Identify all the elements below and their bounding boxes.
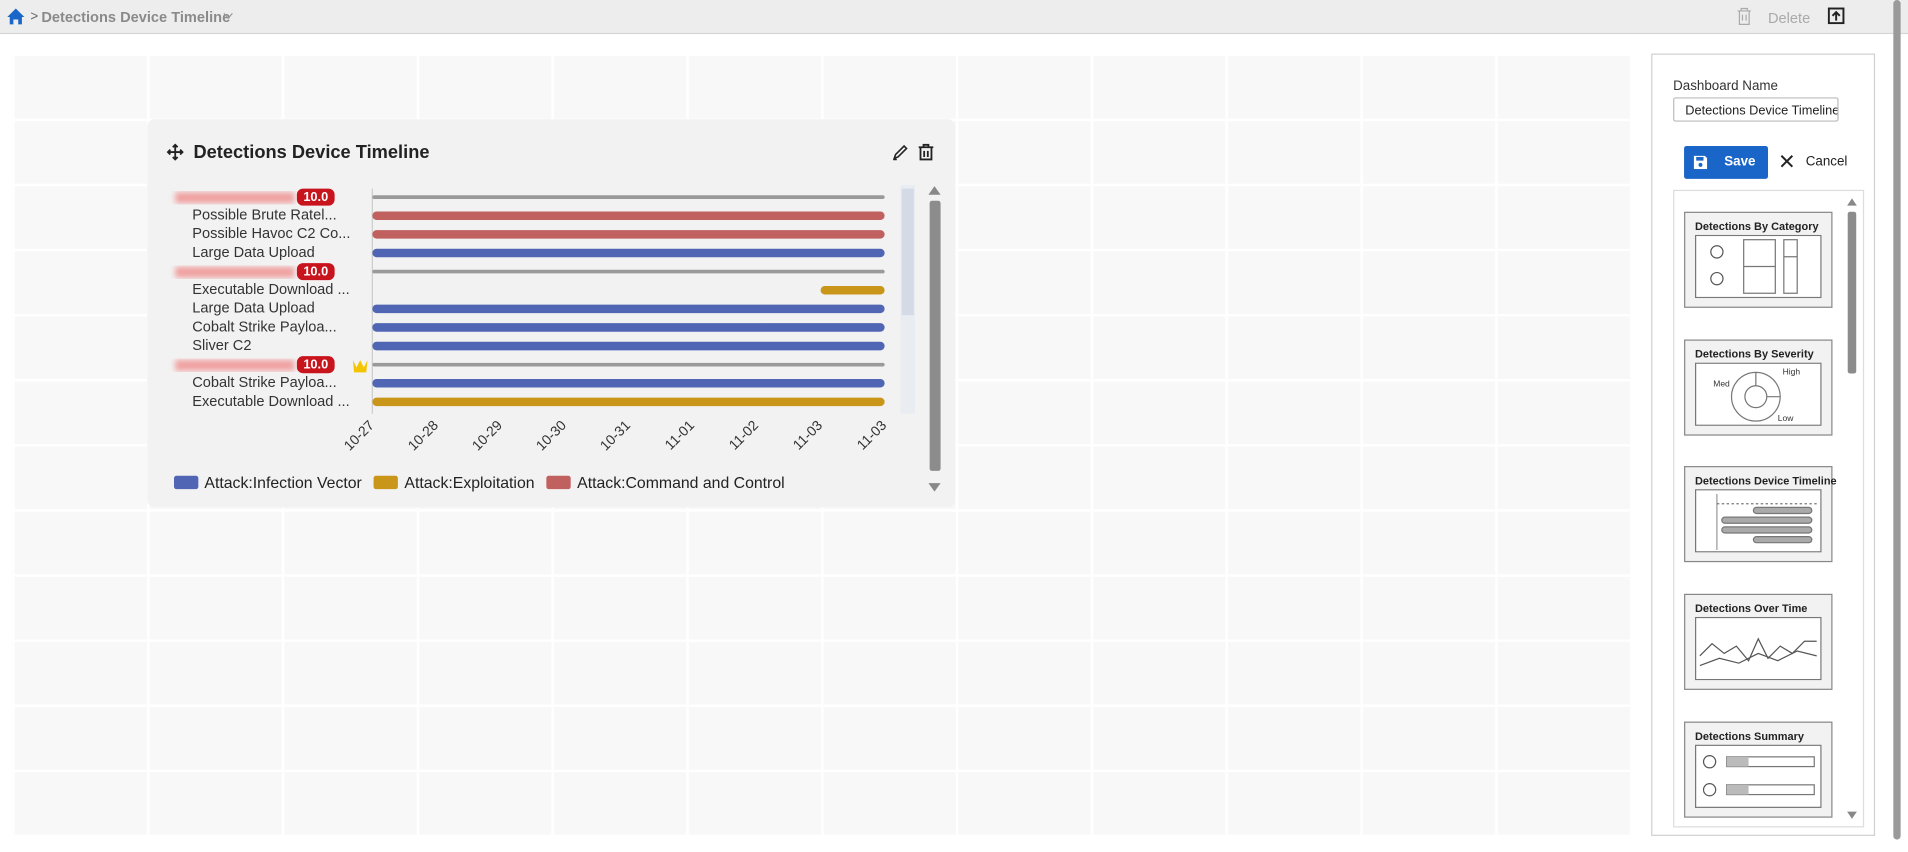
device-name-redacted	[175, 266, 295, 278]
name-label: Dashboard Name	[1673, 79, 1779, 94]
bar	[372, 341, 885, 351]
bar	[372, 362, 885, 367]
legend-swatch	[546, 475, 572, 490]
row-label: Large Data Upload	[192, 245, 315, 261]
score-badge	[296, 263, 335, 281]
x-tick-label: 10-31	[597, 417, 634, 454]
legend-label: Attack:Infection Vector	[204, 473, 362, 492]
save-label: Save	[1724, 154, 1756, 170]
widget: Detections Device Timeline 10.0 Possible …	[147, 119, 956, 508]
dropdown-chevron[interactable]	[223, 12, 234, 21]
scroll-down[interactable]	[928, 483, 941, 492]
edit-icon[interactable]	[892, 144, 909, 161]
thumbnail	[1695, 489, 1822, 553]
score-badge	[296, 188, 335, 206]
bar	[820, 285, 885, 295]
x-tick-label: 10-28	[404, 417, 441, 454]
thumb-label: Med	[1713, 379, 1730, 389]
legend-item[interactable]: Attack:Infection Vector	[174, 473, 362, 492]
x-tick-label: 10-29	[469, 417, 506, 454]
card-title: Detections By Severity	[1695, 348, 1814, 361]
name-input[interactable]: Detections Device Timeline	[1673, 97, 1839, 122]
x-tick-label: 11-01	[661, 417, 697, 453]
score: 10.0	[303, 357, 328, 372]
legend-label: Attack:Exploitation	[404, 473, 535, 492]
row-label: Possible Havoc C2 Co...	[192, 226, 350, 242]
breadcrumb[interactable]: Detections Device Timeline	[41, 8, 231, 26]
thumbnail	[1695, 616, 1822, 681]
bar	[372, 211, 885, 220]
device-name-redacted	[175, 192, 295, 204]
score: 10.0	[303, 264, 328, 279]
x-tick-label: 11-03	[853, 417, 889, 453]
widget-card[interactable]: Detections Device Timeline	[1684, 466, 1837, 563]
cancel-icon[interactable]	[1780, 155, 1794, 168]
widget-card[interactable]: Detections Over Time	[1684, 593, 1833, 690]
legend-item[interactable]: Attack:Command and Control	[546, 473, 785, 492]
thumb-label: High	[1783, 367, 1801, 377]
legend-swatch	[373, 475, 399, 490]
widget-title: Detections Device Timeline	[193, 142, 430, 164]
inner-scroll-thumb[interactable]	[901, 188, 914, 316]
row-label: Cobalt Strike Payloa...	[192, 375, 336, 391]
thumbnail: High Med Low	[1695, 362, 1822, 426]
sidebar: Dashboard Name Detections Device Timelin…	[1651, 53, 1876, 836]
scroll-thumb[interactable]	[929, 200, 941, 471]
export-icon[interactable]	[1827, 7, 1845, 25]
timeline-chart: 10.0 Possible Brute Ratel... Possible Havo…	[175, 184, 941, 492]
x-tick-label: 11-03	[789, 417, 825, 453]
save-button[interactable]: Save	[1684, 146, 1769, 179]
bar	[372, 269, 885, 274]
bar	[372, 397, 885, 407]
legend-label: Attack:Command and Control	[577, 473, 785, 492]
bar	[372, 195, 885, 199]
cancel-button[interactable]: Cancel	[1805, 154, 1848, 170]
top-bar: > Detections Device Timeline Delete	[0, 0, 1908, 35]
list-scrollbar[interactable]	[1846, 196, 1858, 821]
legend-item[interactable]: Attack:Exploitation	[373, 473, 535, 492]
bar	[372, 379, 885, 388]
score: 10.0	[303, 189, 328, 204]
breadcrumb-separator: >	[30, 9, 39, 25]
score-badge	[296, 356, 335, 374]
card-title: Detections By Category	[1695, 220, 1819, 233]
widget-delete-icon[interactable]	[917, 143, 934, 161]
card-title: Detections Device Timeline	[1695, 474, 1837, 487]
thumbnail	[1695, 744, 1822, 808]
crown-icon	[352, 360, 368, 373]
bar	[372, 230, 885, 239]
row-label: Executable Download ...	[192, 282, 349, 298]
device-name-redacted	[175, 359, 295, 371]
thumbnail	[1695, 234, 1822, 299]
widget-card[interactable]: Detections Summary	[1684, 721, 1833, 818]
row-label: Executable Download ...	[192, 394, 349, 410]
widget-card[interactable]: Detections By Severity High Med Low	[1684, 339, 1833, 436]
scroll-up[interactable]	[928, 186, 941, 195]
row-label: Sliver C2	[192, 338, 251, 354]
bar	[372, 248, 885, 258]
x-tick-label: 10-30	[533, 417, 570, 454]
x-tick-label: 10-27	[340, 417, 377, 454]
row-label: Possible Brute Ratel...	[192, 208, 336, 224]
page-scrollbar[interactable]	[1893, 0, 1901, 840]
card-title: Detections Over Time	[1695, 602, 1808, 615]
legend: Attack:Infection Vector Attack:Exploitati…	[174, 473, 785, 492]
thumb-label: Low	[1778, 413, 1794, 423]
delete-icon[interactable]	[1736, 7, 1752, 25]
bar	[372, 304, 885, 314]
bar	[372, 323, 885, 332]
legend-swatch	[174, 475, 199, 490]
widget-list: Detections By Category Detections By Sev…	[1673, 189, 1865, 828]
widget-card[interactable]: Detections By Category	[1684, 211, 1833, 308]
save-icon	[1693, 155, 1708, 170]
row-label: Large Data Upload	[192, 301, 315, 317]
move-icon[interactable]	[166, 143, 184, 161]
home-icon[interactable]	[6, 7, 25, 25]
delete-button[interactable]: Delete	[1768, 9, 1811, 27]
card-title: Detections Summary	[1695, 730, 1804, 743]
x-tick-label: 11-02	[725, 417, 761, 453]
row-label: Cobalt Strike Payloa...	[192, 319, 336, 335]
